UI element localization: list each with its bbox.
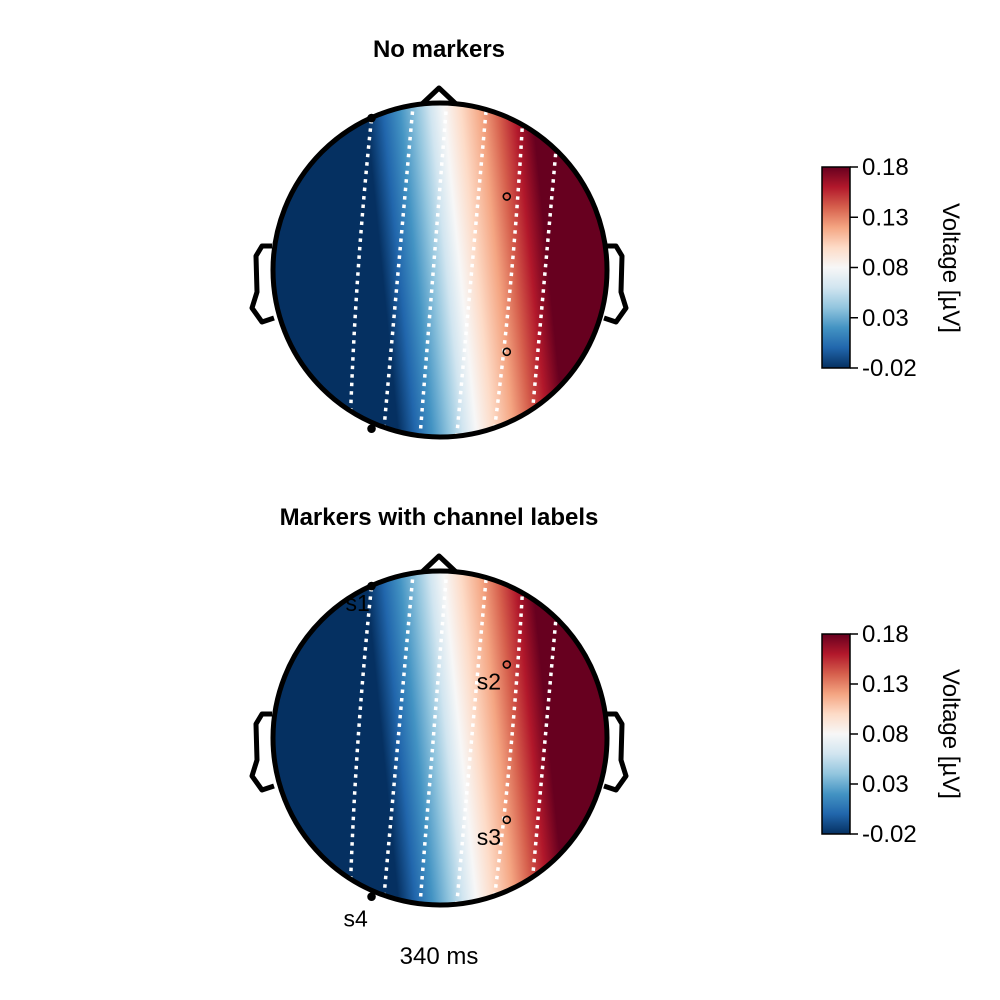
left-ear-1 <box>249 243 275 325</box>
channel-label-s4: s4 <box>344 906 369 932</box>
colorbar-2-label: Voltage [µV] <box>937 669 964 799</box>
channel-label-s3: s3 <box>477 824 501 850</box>
topoplot-panel-1: No markers 0.18 0.13 0.08 0.03 -0.02 Voltage… <box>249 36 964 440</box>
channel-markers-2: s1 s2 s3 s4 <box>344 581 512 932</box>
channel-label-s1: s1 <box>346 590 370 616</box>
colorbar-tick-label: 0.18 <box>862 621 909 648</box>
colorbar-1-ticks: 0.18 0.13 0.08 0.03 -0.02 <box>850 154 917 382</box>
colorbar-tick-label: 0.03 <box>862 771 909 798</box>
voltage-field-1 <box>273 103 607 437</box>
panel-2-title: Markers with channel labels <box>280 504 599 531</box>
panel-1-title: No markers <box>373 36 505 63</box>
head-outline-2 <box>249 553 629 793</box>
channel-marker-s3 <box>502 815 512 825</box>
contour-line <box>348 103 375 437</box>
right-ear-1 <box>603 243 629 325</box>
right-ear-2 <box>603 711 629 793</box>
colorbar-tick-label: 0.13 <box>862 671 909 698</box>
channel-marker-s2 <box>502 660 512 669</box>
colorbar-tick-label: 0.08 <box>862 721 909 748</box>
head-circle-2 <box>270 568 610 908</box>
nose-1 <box>420 85 458 106</box>
channel-marker-s4 <box>367 892 376 901</box>
scalp-map-2 <box>273 571 607 905</box>
scalp-map-1 <box>273 103 607 437</box>
colorbar-tick-label: 0.13 <box>862 204 909 231</box>
channel-marker-s1 <box>367 581 376 591</box>
left-ear-2 <box>249 711 275 793</box>
colorbar-tick-label: -0.02 <box>862 355 917 382</box>
channel-marker-s4 <box>367 424 376 433</box>
colorbar-1: 0.18 0.13 0.08 0.03 -0.02 Voltage [µV] <box>821 154 964 382</box>
contour-line <box>491 103 526 437</box>
channel-marker-s1 <box>367 113 376 123</box>
channel-label-s2: s2 <box>477 669 501 695</box>
head-outline-1 <box>249 85 629 325</box>
colorbar-tick-label: 0.08 <box>862 255 909 282</box>
colorbar-2: 0.18 0.13 0.08 0.03 -0.02 Voltage [µV] <box>821 621 964 848</box>
voltage-field-2 <box>273 571 607 905</box>
colorbar-2-gradient <box>821 633 851 835</box>
contour-line <box>491 571 526 905</box>
colorbar-tick-label: -0.02 <box>862 821 917 848</box>
contour-line <box>381 103 416 437</box>
channel-markers-1 <box>367 113 512 433</box>
colorbar-1-gradient <box>821 166 851 369</box>
contour-line <box>454 571 489 905</box>
colorbar-tick-label: 0.03 <box>862 305 909 332</box>
colorbar-1-label: Voltage [µV] <box>937 203 964 333</box>
contour-line <box>348 571 375 905</box>
contour-line <box>418 103 449 437</box>
channel-marker-s3 <box>502 347 512 357</box>
contour-line <box>381 571 416 905</box>
head-circle-1 <box>270 100 610 440</box>
colorbar-2-ticks: 0.18 0.13 0.08 0.03 -0.02 <box>850 621 917 848</box>
time-label: 340 ms <box>400 943 479 970</box>
channel-marker-s2 <box>502 192 512 201</box>
contour-line <box>454 103 489 437</box>
contour-line <box>418 571 449 905</box>
nose-2 <box>420 553 458 574</box>
topoplot-panel-2: Markers with channel labels s1 s2 s3 s4 0.1… <box>249 504 964 970</box>
colorbar-tick-label: 0.18 <box>862 154 909 181</box>
